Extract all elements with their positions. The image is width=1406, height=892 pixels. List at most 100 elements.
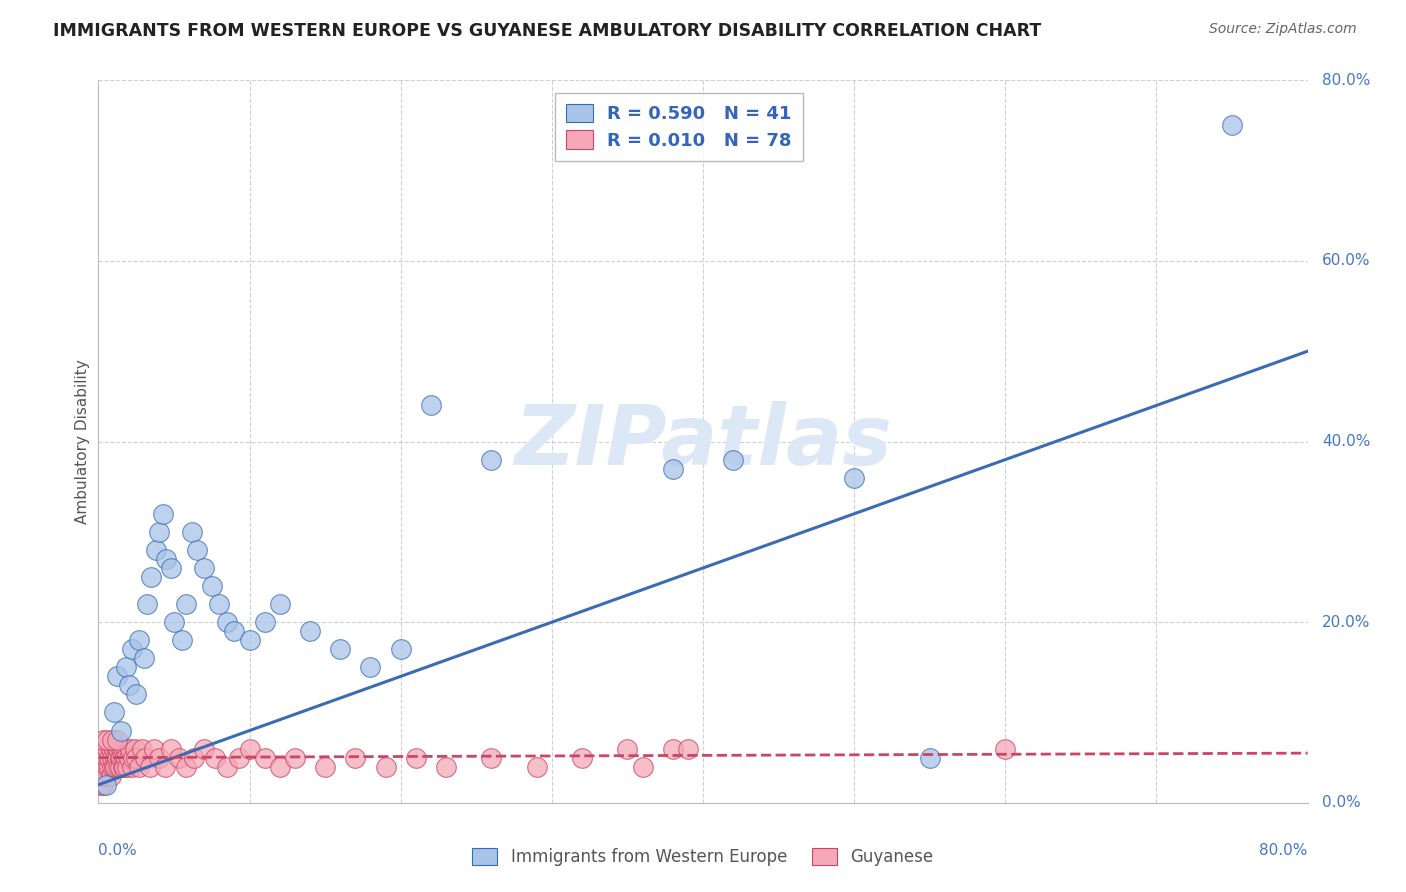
Point	[100, 769, 122, 783]
Point	[98, 750, 121, 764]
Point	[181, 524, 204, 539]
Point	[193, 561, 215, 575]
Text: Source: ZipAtlas.com: Source: ZipAtlas.com	[1209, 22, 1357, 37]
Point	[131, 741, 153, 756]
Point	[104, 750, 127, 764]
Point	[132, 651, 155, 665]
Point	[269, 760, 291, 774]
Point	[152, 507, 174, 521]
Point	[139, 760, 162, 774]
Point	[108, 750, 131, 764]
Point	[98, 760, 121, 774]
Point	[141, 570, 163, 584]
Point	[105, 741, 128, 756]
Point	[105, 750, 128, 764]
Point	[148, 750, 170, 764]
Point	[114, 750, 136, 764]
Point	[174, 597, 197, 611]
Point	[91, 750, 114, 764]
Point	[103, 706, 125, 720]
Point	[135, 597, 157, 611]
Point	[204, 750, 226, 764]
Point	[405, 750, 427, 764]
Point	[224, 624, 246, 639]
Point	[110, 750, 132, 764]
Point	[284, 750, 307, 764]
Point	[112, 750, 135, 764]
Point	[526, 760, 548, 774]
Point	[174, 760, 197, 774]
Text: 0.0%: 0.0%	[1322, 796, 1361, 810]
Point	[118, 678, 141, 692]
Text: 40.0%: 40.0%	[1322, 434, 1371, 449]
Point	[269, 597, 291, 611]
Point	[112, 760, 135, 774]
Point	[134, 750, 156, 764]
Text: 0.0%: 0.0%	[98, 843, 138, 857]
Point	[239, 741, 262, 756]
Point	[239, 633, 262, 648]
Text: 80.0%: 80.0%	[1322, 73, 1371, 87]
Point	[153, 760, 176, 774]
Point	[228, 750, 250, 764]
Point	[103, 741, 125, 756]
Point	[91, 732, 114, 747]
Point	[105, 669, 128, 683]
Point	[215, 615, 238, 630]
Point	[344, 750, 367, 764]
Point	[110, 723, 132, 738]
Point	[481, 750, 503, 764]
Point	[1220, 119, 1243, 133]
Point	[374, 760, 396, 774]
Legend: R = 0.590   N = 41, R = 0.010   N = 78: R = 0.590 N = 41, R = 0.010 N = 78	[555, 93, 803, 161]
Text: 20.0%: 20.0%	[1322, 615, 1371, 630]
Point	[299, 624, 322, 639]
Point	[107, 760, 129, 774]
Point	[723, 452, 745, 467]
Point	[121, 642, 143, 657]
Point	[96, 741, 118, 756]
Point	[101, 750, 124, 764]
Point	[111, 760, 134, 774]
Text: 60.0%: 60.0%	[1322, 253, 1371, 268]
Point	[120, 741, 142, 756]
Point	[201, 579, 224, 593]
Point	[90, 760, 112, 774]
Point	[114, 741, 136, 756]
Point	[103, 760, 125, 774]
Point	[616, 741, 638, 756]
Text: ZIPatlas: ZIPatlas	[515, 401, 891, 482]
Legend: Immigrants from Western Europe, Guyanese: Immigrants from Western Europe, Guyanese	[465, 841, 941, 873]
Point	[994, 741, 1017, 756]
Point	[481, 452, 503, 467]
Text: IMMIGRANTS FROM WESTERN EUROPE VS GUYANESE AMBULATORY DISABILITY CORRELATION CHA: IMMIGRANTS FROM WESTERN EUROPE VS GUYANE…	[53, 22, 1042, 40]
Point	[314, 760, 336, 774]
Point	[101, 760, 124, 774]
Point	[145, 542, 167, 557]
Point	[104, 760, 127, 774]
Point	[115, 760, 138, 774]
Point	[676, 741, 699, 756]
Point	[167, 750, 190, 764]
Point	[155, 552, 177, 566]
Point	[94, 750, 117, 764]
Point	[143, 741, 166, 756]
Point	[128, 633, 150, 648]
Point	[434, 760, 457, 774]
Point	[170, 633, 193, 648]
Point	[125, 687, 148, 701]
Point	[96, 760, 118, 774]
Point	[661, 461, 683, 475]
Point	[253, 615, 276, 630]
Point	[163, 615, 186, 630]
Point	[94, 778, 117, 792]
Point	[186, 542, 208, 557]
Point	[125, 750, 148, 764]
Point	[107, 741, 129, 756]
Point	[108, 760, 131, 774]
Point	[631, 760, 654, 774]
Text: 80.0%: 80.0%	[1260, 843, 1308, 857]
Point	[100, 741, 122, 756]
Point	[110, 741, 132, 756]
Point	[94, 769, 117, 783]
